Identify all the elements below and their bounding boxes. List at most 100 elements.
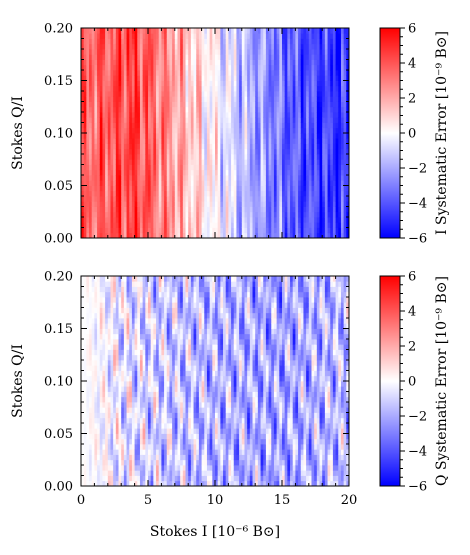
heatmap-cell xyxy=(340,101,345,108)
heatmap-cell xyxy=(107,391,111,398)
heatmap-cell xyxy=(105,433,109,440)
heatmap-cell xyxy=(273,38,278,45)
heatmap-cell xyxy=(113,85,117,92)
colorbar-label: I Systematic Error [10⁻⁹ B⊙] xyxy=(434,31,450,235)
heatmap-cell xyxy=(113,222,117,228)
heatmap-cell xyxy=(86,154,90,160)
heatmap-cell xyxy=(279,148,283,155)
heatmap-cell xyxy=(204,85,208,92)
heatmap-cell xyxy=(169,159,173,165)
heatmap-cell xyxy=(249,101,253,108)
heatmap-cell xyxy=(290,133,294,139)
heatmap-cell xyxy=(314,143,318,150)
heatmap-cell xyxy=(241,190,245,197)
heatmap-cell xyxy=(241,138,245,144)
heatmap-cell xyxy=(236,222,240,228)
heatmap-cell xyxy=(268,222,272,228)
heatmap-cell xyxy=(139,133,144,139)
heatmap-cell xyxy=(209,85,213,92)
heatmap-cell xyxy=(268,101,272,108)
heatmap-cell xyxy=(182,49,186,55)
heatmap-cell xyxy=(129,33,133,39)
heatmap-cell xyxy=(239,28,243,34)
heatmap-cell xyxy=(158,169,162,176)
heatmap-cell xyxy=(94,318,98,324)
heatmap-cell xyxy=(292,85,296,92)
heatmap-cell xyxy=(303,217,307,223)
heatmap-cell xyxy=(223,148,227,155)
heatmap-cell xyxy=(129,127,133,134)
heatmap-cell xyxy=(123,190,127,197)
heatmap-cell xyxy=(134,159,138,165)
heatmap-cell xyxy=(343,112,347,118)
heatmap-cell xyxy=(134,407,138,413)
heatmap-cell xyxy=(86,370,90,377)
heatmap-cell xyxy=(102,80,106,87)
heatmap-cell xyxy=(287,49,291,55)
heatmap-cell xyxy=(107,148,111,155)
heatmap-cell xyxy=(97,339,101,345)
heatmap-cell xyxy=(134,402,138,408)
heatmap-cell xyxy=(236,127,240,134)
heatmap-cell xyxy=(311,211,315,218)
heatmap-cell xyxy=(126,117,130,123)
heatmap-cell xyxy=(282,143,286,150)
heatmap-cell xyxy=(105,38,109,45)
heatmap-cell xyxy=(225,222,229,228)
heatmap-cell xyxy=(118,101,122,108)
heatmap-cell xyxy=(121,286,125,293)
heatmap-cell xyxy=(193,70,197,76)
heatmap-cell xyxy=(185,70,189,76)
heatmap-cell xyxy=(118,70,122,76)
heatmap-cell xyxy=(338,101,342,108)
heatmap-cell xyxy=(311,64,315,71)
heatmap-cell xyxy=(148,143,152,150)
heatmap-cell xyxy=(340,112,345,118)
heatmap-cell xyxy=(311,143,315,150)
heatmap-cell xyxy=(260,106,264,113)
heatmap-cell xyxy=(156,222,160,228)
heatmap-cell xyxy=(217,232,221,239)
heatmap-cell xyxy=(134,470,138,476)
heatmap-cell xyxy=(346,185,350,192)
heatmap-cell xyxy=(265,43,269,50)
heatmap-cell xyxy=(123,438,127,445)
heatmap-cell xyxy=(295,33,299,39)
heatmap-cell xyxy=(110,43,114,50)
heatmap-cell xyxy=(123,169,127,176)
heatmap-cell xyxy=(161,143,165,150)
heatmap-cell xyxy=(158,64,162,71)
heatmap-cell xyxy=(223,117,227,123)
heatmap-cell xyxy=(180,43,184,50)
heatmap-cell xyxy=(86,470,90,476)
heatmap-cell xyxy=(319,217,323,223)
heatmap-cell xyxy=(303,180,307,186)
heatmap-cell xyxy=(319,64,323,71)
heatmap-cell xyxy=(273,133,278,139)
heatmap-cell xyxy=(252,122,256,129)
heatmap-cell xyxy=(306,196,310,202)
heatmap-cell xyxy=(273,75,278,81)
heatmap-cell xyxy=(292,96,296,102)
heatmap-cell xyxy=(225,101,229,108)
heatmap-cell xyxy=(134,80,138,87)
heatmap-cell xyxy=(180,70,184,76)
heatmap-cell xyxy=(81,175,85,181)
heatmap-cell xyxy=(91,438,95,445)
heatmap-cell xyxy=(322,169,326,176)
heatmap-cell xyxy=(335,38,339,45)
heatmap-cell xyxy=(225,148,229,155)
heatmap-cell xyxy=(142,159,146,165)
heatmap-cell xyxy=(137,480,141,487)
heatmap-cell xyxy=(260,96,264,102)
heatmap-cell xyxy=(215,190,219,197)
heatmap-cell xyxy=(180,138,184,144)
heatmap-cell xyxy=(223,75,227,81)
heatmap-cell xyxy=(177,159,181,165)
heatmap-cell xyxy=(284,138,288,144)
heatmap-cell xyxy=(99,175,103,181)
heatmap-cell xyxy=(182,148,186,155)
heatmap-cell xyxy=(113,407,117,413)
heatmap-cell xyxy=(228,127,232,134)
heatmap-cell xyxy=(190,49,194,55)
